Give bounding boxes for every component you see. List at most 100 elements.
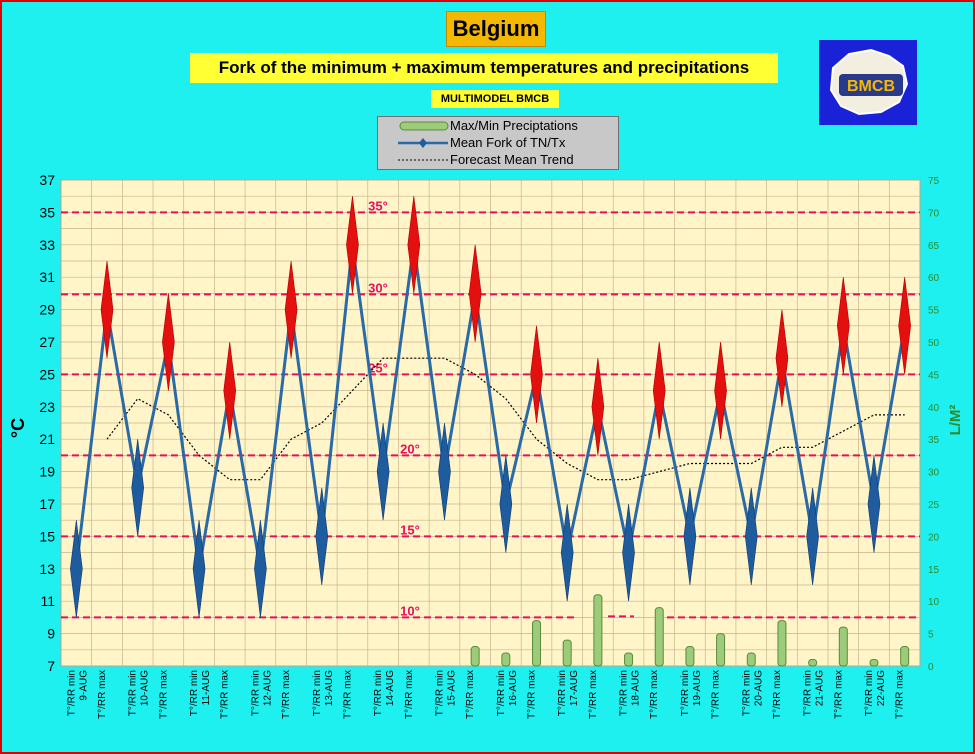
max-temp-marker [652,341,666,440]
y-tick-label: 37 [39,172,55,188]
y-right-axis-title: L/M² [947,405,964,436]
x-tick-label: T°/RR max [649,670,660,719]
x-date-label: 16-AUG [508,670,519,706]
bmcb-logo-icon: BMCB [829,48,909,116]
max-temp-marker [162,293,175,391]
y-right-tick-label: 60 [928,273,940,284]
model-label: MULTIMODEL BMCB [431,90,559,108]
reference-line-label: 35° [368,198,388,213]
x-tick-label: T°/RR max [527,670,538,719]
y-tick-label: 31 [39,269,55,285]
max-temp-marker [284,260,298,359]
y-right-tick-label: 30 [928,468,940,479]
y-right-tick-label: 35 [928,435,940,446]
max-temp-marker [100,260,114,359]
precip-bar [869,659,879,667]
x-date-label: 11-AUG [201,670,212,706]
legend-label-fork: Mean Fork of TN/Tx [450,135,566,150]
max-temp-marker [407,196,421,294]
y-tick-label: 9 [47,626,55,642]
x-date-label: 14-AUG [385,670,396,706]
x-tick-label: T°/RR min [128,670,139,716]
x-tick-label: T°/RR max [158,670,169,719]
precip-bar [470,646,480,667]
y-tick-label: 15 [39,528,55,544]
precip-bar [746,652,756,667]
y-right-tick-label: 75 [928,176,940,187]
min-temp-marker [315,487,329,586]
y-tick-label: 19 [39,464,55,480]
min-temp-marker [376,422,390,521]
precip-bar [654,607,664,667]
max-temp-marker [468,244,482,343]
y-tick-label: 27 [39,334,55,350]
y-right-tick-label: 25 [928,500,940,511]
x-tick-label: T°/RR min [66,670,77,716]
y-right-tick-label: 15 [928,565,940,576]
x-tick-label: T°/RR max [895,670,906,719]
x-date-label: 22-AUG [876,670,887,706]
precip-bar [900,646,910,667]
max-temp-marker [837,277,850,375]
reference-line-label: 15° [400,522,420,537]
x-tick-label: T°/RR min [741,670,752,716]
y-tick-label: 17 [39,496,55,512]
x-date-label: 21-AUG [815,670,826,706]
y-right-tick-label: 20 [928,532,940,543]
y-tick-label: 13 [39,561,55,577]
logo-text: BMCB [847,78,895,95]
x-tick-label: T°/RR max [711,670,722,719]
legend-item-fork: Mean Fork of TN/Tx [378,135,618,151]
y-right-tick-label: 0 [928,662,934,673]
precip-bar [532,620,542,667]
reference-line-label: 30° [368,280,388,295]
y-right-tick-label: 5 [928,630,934,641]
min-temp-marker [254,520,267,618]
x-tick-label: T°/RR min [189,670,200,716]
legend-item-trend: Forecast Mean Trend [378,152,618,168]
x-tick-label: T°/RR max [404,670,415,719]
country-title: Belgium [446,11,546,47]
precip-bar [838,626,848,667]
x-tick-label: T°/RR min [864,670,875,716]
max-temp-marker [223,341,237,440]
reference-line-label: 25° [368,360,388,375]
reference-line-label: 20° [400,441,420,456]
x-tick-label: T°/RR max [342,670,353,719]
min-temp-marker [438,422,451,521]
min-temp-marker [560,503,574,602]
x-tick-label: T°/RR min [312,670,323,716]
max-temp-marker [714,341,727,440]
y-tick-label: 29 [39,302,55,318]
x-tick-label: T°/RR min [496,670,507,716]
min-temp-marker [867,455,881,553]
x-date-label: 18-AUG [631,670,642,706]
precip-bar [593,594,603,667]
y-tick-label: 11 [40,593,55,609]
x-tick-label: T°/RR max [772,670,783,719]
precip-bar [777,620,787,667]
x-date-label: 17-AUG [569,670,580,706]
min-temp-marker [622,503,635,602]
precip-bar [808,659,818,667]
x-tick-label: T°/RR min [803,670,814,716]
x-tick-label: T°/RR max [588,670,599,719]
x-date-label: 12-AUG [262,670,273,706]
min-temp-marker [131,439,144,537]
x-date-label: 10-AUG [140,670,151,706]
x-tick-label: T°/RR max [281,670,292,719]
min-temp-marker [744,487,758,586]
chart-subtitle: Fork of the minimum + maximum temperatur… [190,53,778,83]
x-tick-label: T°/RR min [619,670,630,716]
x-tick-label: T°/RR max [465,670,476,719]
x-tick-label: T°/RR min [373,670,384,716]
min-temp-marker [499,455,513,553]
fork-swatch-icon [398,138,448,148]
min-temp-marker [806,487,819,586]
reference-line-label: 10° [400,603,420,618]
trend-swatch-icon [398,159,448,161]
y-tick-label: 33 [39,237,55,253]
precip-bar [685,646,695,667]
